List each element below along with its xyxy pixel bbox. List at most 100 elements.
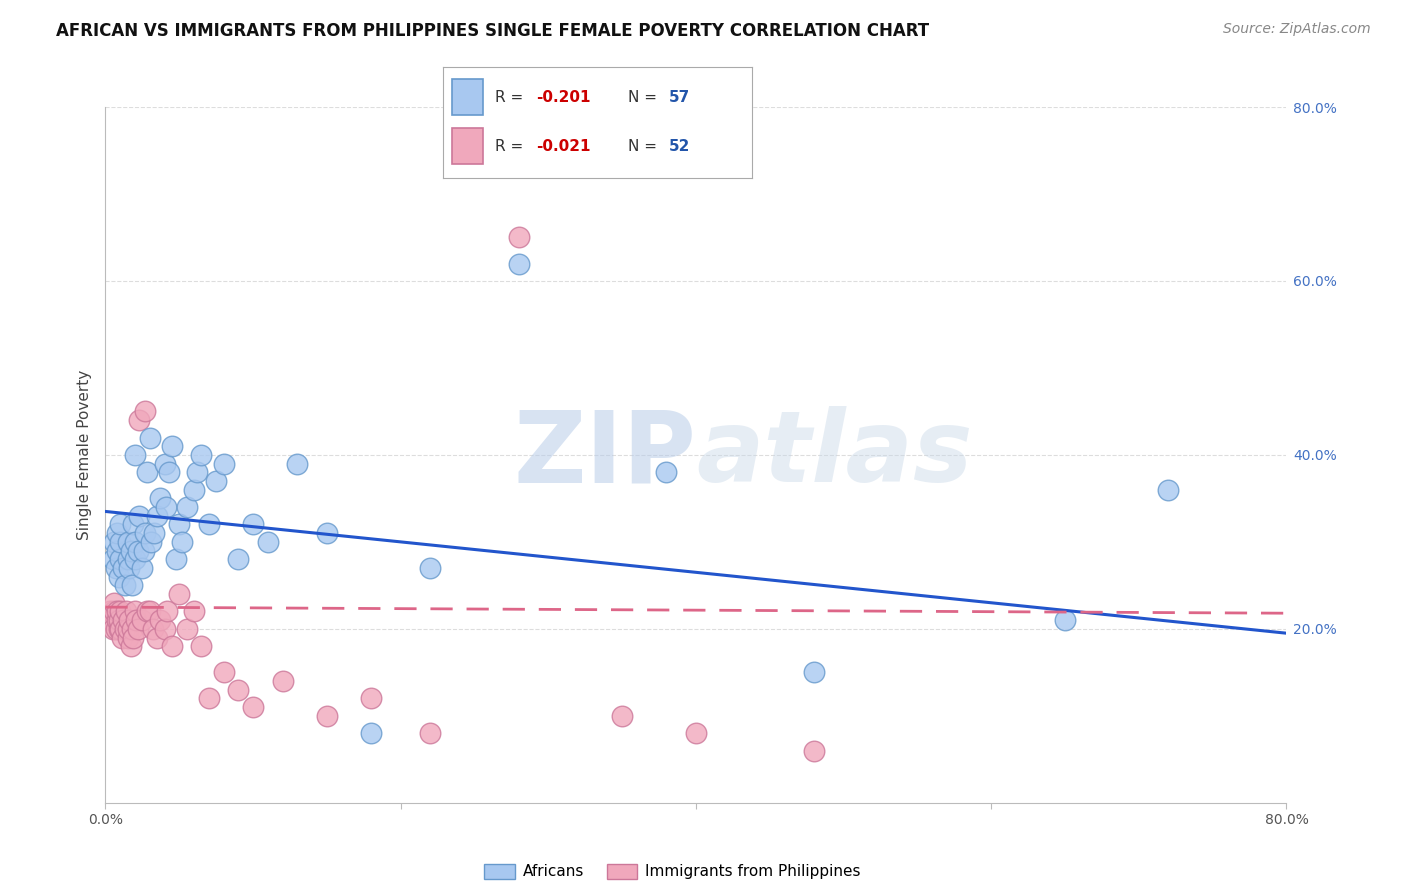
Point	[134, 526, 156, 541]
Text: 57: 57	[669, 89, 690, 104]
Point	[98, 605, 121, 619]
Point	[128, 413, 150, 427]
Point	[508, 230, 530, 244]
Point	[287, 457, 309, 471]
Point	[271, 674, 294, 689]
Point	[120, 543, 142, 558]
Text: Source: ZipAtlas.com: Source: ZipAtlas.com	[1223, 22, 1371, 37]
Point	[104, 561, 127, 575]
Point	[149, 613, 172, 627]
Point	[143, 526, 166, 541]
Point	[117, 631, 139, 645]
Point	[190, 448, 212, 462]
Point	[117, 622, 139, 636]
Point	[124, 605, 146, 619]
Point	[153, 457, 176, 471]
Point	[117, 534, 139, 549]
Point	[131, 561, 153, 575]
Point	[165, 552, 187, 566]
Text: atlas: atlas	[696, 407, 973, 503]
Point	[146, 508, 169, 523]
FancyBboxPatch shape	[453, 128, 484, 164]
Point	[1157, 483, 1180, 497]
Point	[176, 622, 198, 636]
Point	[105, 543, 128, 558]
Text: ZIP: ZIP	[513, 407, 696, 503]
Point	[655, 466, 678, 480]
Point	[190, 639, 212, 653]
Point	[155, 500, 177, 514]
Point	[803, 665, 825, 680]
Point	[118, 561, 141, 575]
Point	[128, 508, 150, 523]
Point	[205, 474, 228, 488]
Point	[508, 256, 530, 270]
Point	[110, 517, 132, 532]
Point	[124, 534, 146, 549]
Point	[135, 605, 157, 619]
Point	[122, 517, 145, 532]
Point	[157, 466, 180, 480]
Point	[149, 491, 172, 506]
Point	[315, 526, 337, 541]
Text: 52: 52	[669, 138, 690, 153]
Point	[176, 500, 198, 514]
Point	[1054, 613, 1077, 627]
Point	[127, 543, 149, 558]
Point	[141, 534, 163, 549]
Point	[117, 552, 139, 566]
Point	[360, 726, 382, 740]
Point	[160, 639, 183, 653]
Text: N =: N =	[628, 89, 662, 104]
Text: N =: N =	[628, 138, 662, 153]
Point	[103, 605, 125, 619]
Point	[186, 466, 208, 480]
Point	[169, 587, 191, 601]
Point	[142, 622, 165, 636]
Point	[122, 631, 145, 645]
Y-axis label: Single Female Poverty: Single Female Poverty	[77, 370, 93, 540]
Point	[121, 622, 143, 636]
Point	[138, 431, 162, 445]
Point	[103, 534, 125, 549]
Point	[101, 622, 124, 636]
Point	[197, 691, 219, 706]
Point	[101, 552, 124, 566]
Point	[685, 726, 707, 740]
Point	[226, 682, 250, 697]
Point	[112, 613, 135, 627]
Point	[212, 665, 235, 680]
Point	[197, 517, 219, 532]
Text: R =: R =	[495, 138, 529, 153]
Point	[315, 708, 337, 723]
Point	[107, 570, 129, 584]
Point	[124, 552, 146, 566]
Point	[146, 631, 169, 645]
Point	[153, 622, 176, 636]
Text: AFRICAN VS IMMIGRANTS FROM PHILIPPINES SINGLE FEMALE POVERTY CORRELATION CHART: AFRICAN VS IMMIGRANTS FROM PHILIPPINES S…	[56, 22, 929, 40]
Point	[172, 534, 194, 549]
Text: -0.021: -0.021	[536, 138, 591, 153]
Point	[105, 613, 128, 627]
Point	[112, 561, 135, 575]
Point	[105, 605, 128, 619]
Point	[242, 700, 264, 714]
Point	[125, 613, 148, 627]
Point	[105, 526, 128, 541]
Point	[110, 622, 132, 636]
Point	[115, 605, 138, 619]
Point	[135, 466, 157, 480]
Point	[110, 534, 132, 549]
Point	[120, 639, 142, 653]
Point	[134, 404, 156, 418]
Point	[156, 605, 179, 619]
Point	[110, 552, 132, 566]
Point	[256, 534, 278, 549]
Point	[803, 744, 825, 758]
Point	[360, 691, 382, 706]
Point	[160, 439, 183, 453]
Point	[419, 726, 441, 740]
Point	[124, 448, 146, 462]
Point	[118, 613, 141, 627]
Text: -0.201: -0.201	[536, 89, 591, 104]
